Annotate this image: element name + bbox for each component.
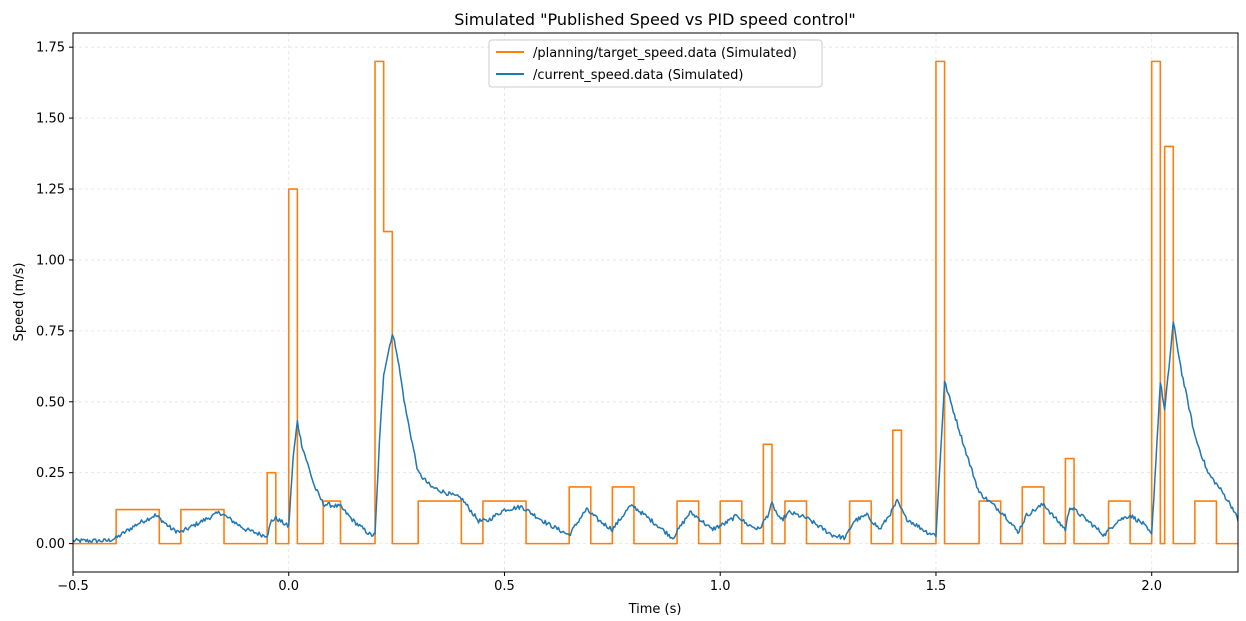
- y-tick-label: 1.00: [36, 253, 65, 268]
- y-tick-label: 0.25: [36, 466, 65, 481]
- x-axis: −0.5 0.0 0.5 1.0 1.5 2.0: [57, 572, 1162, 594]
- y-tick-label: 0.75: [36, 324, 65, 339]
- y-tick-label: 0.50: [36, 395, 65, 410]
- x-tick-label: 1.0: [710, 579, 731, 594]
- grid: [72, 33, 1238, 572]
- axes-frame: [72, 32, 1239, 573]
- y-axis-label: Speed (m/s): [12, 263, 27, 342]
- series-target-speed: [73, 60, 1238, 545]
- y-axis: 0.00 0.25 0.50 0.75 1.00 1.25 1.50 1.75: [36, 41, 73, 552]
- x-axis-label: Time (s): [628, 602, 682, 617]
- y-tick-label: 1.75: [36, 41, 65, 56]
- x-tick-label: 2.0: [1141, 579, 1162, 594]
- plot-area: [73, 60, 1238, 545]
- x-tick-label: 0.5: [494, 579, 515, 594]
- legend: /planning/target_speed.data (Simulated) …: [488, 39, 823, 88]
- y-tick-label: 0.00: [36, 537, 65, 552]
- y-tick-label: 1.50: [36, 112, 65, 127]
- legend-label-target: /planning/target_speed.data (Simulated): [533, 46, 797, 61]
- series-current-speed: [73, 321, 1238, 544]
- chart-title: Simulated "Published Speed vs PID speed …: [454, 10, 856, 29]
- legend-label-current: /current_speed.data (Simulated): [533, 68, 743, 83]
- x-tick-label: 0.0: [278, 579, 299, 594]
- y-tick-label: 1.25: [36, 183, 65, 198]
- x-tick-label: −0.5: [57, 579, 89, 594]
- legend-box: [488, 39, 823, 88]
- x-tick-label: 1.5: [926, 579, 947, 594]
